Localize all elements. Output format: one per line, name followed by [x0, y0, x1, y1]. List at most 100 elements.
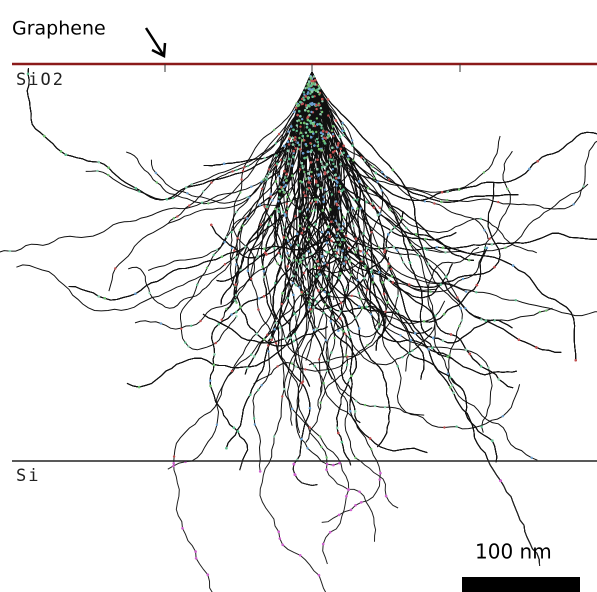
dot	[339, 310, 342, 313]
dot	[274, 321, 278, 325]
dot	[337, 513, 341, 517]
dot	[347, 158, 350, 161]
dot	[303, 170, 306, 174]
dot	[364, 403, 367, 407]
dot	[488, 237, 491, 240]
dot	[324, 303, 327, 306]
dot	[370, 268, 374, 271]
dot	[292, 462, 296, 466]
dot	[340, 229, 344, 233]
dot	[341, 121, 344, 125]
dot	[290, 125, 293, 128]
dot	[320, 124, 323, 127]
dot	[368, 437, 372, 440]
dot	[336, 248, 339, 251]
dot	[213, 353, 216, 356]
dot	[262, 178, 265, 181]
dot	[347, 155, 350, 158]
dot	[230, 246, 234, 250]
dot	[261, 265, 264, 269]
dot	[292, 339, 296, 343]
dot	[305, 265, 309, 268]
dot	[378, 322, 381, 325]
dot	[295, 259, 298, 262]
dot	[451, 384, 454, 387]
dot	[233, 299, 237, 302]
dot	[223, 263, 227, 266]
dot	[319, 113, 322, 116]
dot	[155, 181, 158, 184]
dot	[246, 217, 249, 220]
dot	[310, 252, 313, 256]
dot	[336, 238, 339, 241]
dot	[348, 260, 352, 263]
dot	[307, 181, 310, 184]
dot	[273, 128, 276, 132]
dot	[388, 208, 392, 211]
dot	[307, 250, 310, 253]
dot	[271, 199, 274, 202]
dot	[331, 133, 335, 136]
dot	[458, 188, 461, 191]
dot	[234, 283, 237, 286]
dot	[303, 93, 306, 96]
dot	[408, 261, 412, 264]
dot	[346, 363, 349, 366]
dot	[380, 170, 384, 174]
dot	[323, 290, 326, 294]
dot	[299, 100, 302, 104]
dot	[504, 246, 507, 249]
dot	[323, 171, 327, 174]
dot	[425, 248, 429, 251]
dot	[265, 253, 268, 256]
dot	[334, 200, 338, 203]
dot	[315, 275, 318, 278]
dot	[339, 301, 343, 305]
dot	[335, 426, 339, 430]
dot	[384, 175, 387, 178]
dot	[138, 190, 141, 193]
dot	[309, 77, 313, 80]
dot	[459, 307, 462, 310]
dot	[295, 129, 298, 133]
dot	[154, 171, 158, 175]
dot	[312, 122, 315, 126]
dot	[307, 172, 310, 175]
dot	[372, 206, 376, 209]
dot	[364, 252, 367, 255]
dot	[291, 259, 295, 262]
dot	[342, 330, 345, 333]
dot	[235, 315, 238, 318]
dot	[444, 251, 447, 254]
dot	[320, 287, 323, 291]
dot	[299, 260, 302, 264]
dot	[347, 246, 350, 250]
dot	[317, 263, 320, 266]
dot	[363, 277, 366, 280]
trajectory	[303, 71, 597, 251]
dot	[309, 122, 313, 125]
dot	[291, 139, 294, 143]
dot	[448, 354, 451, 357]
dot	[341, 129, 344, 132]
dot	[310, 136, 313, 139]
dot	[306, 104, 310, 107]
dot	[292, 274, 295, 278]
dot	[345, 234, 348, 238]
dot	[304, 109, 307, 112]
trajectory	[311, 71, 489, 461]
dot	[298, 148, 302, 151]
dot	[306, 134, 309, 138]
dot	[316, 123, 319, 126]
dot	[339, 147, 343, 151]
dot	[369, 202, 373, 206]
dot	[284, 214, 287, 218]
dot	[386, 301, 389, 304]
trajectory	[311, 72, 342, 282]
dot	[442, 313, 446, 316]
dot	[233, 249, 236, 252]
dot	[278, 196, 281, 199]
dot	[356, 207, 359, 210]
dot	[323, 188, 327, 191]
dot	[321, 209, 324, 212]
